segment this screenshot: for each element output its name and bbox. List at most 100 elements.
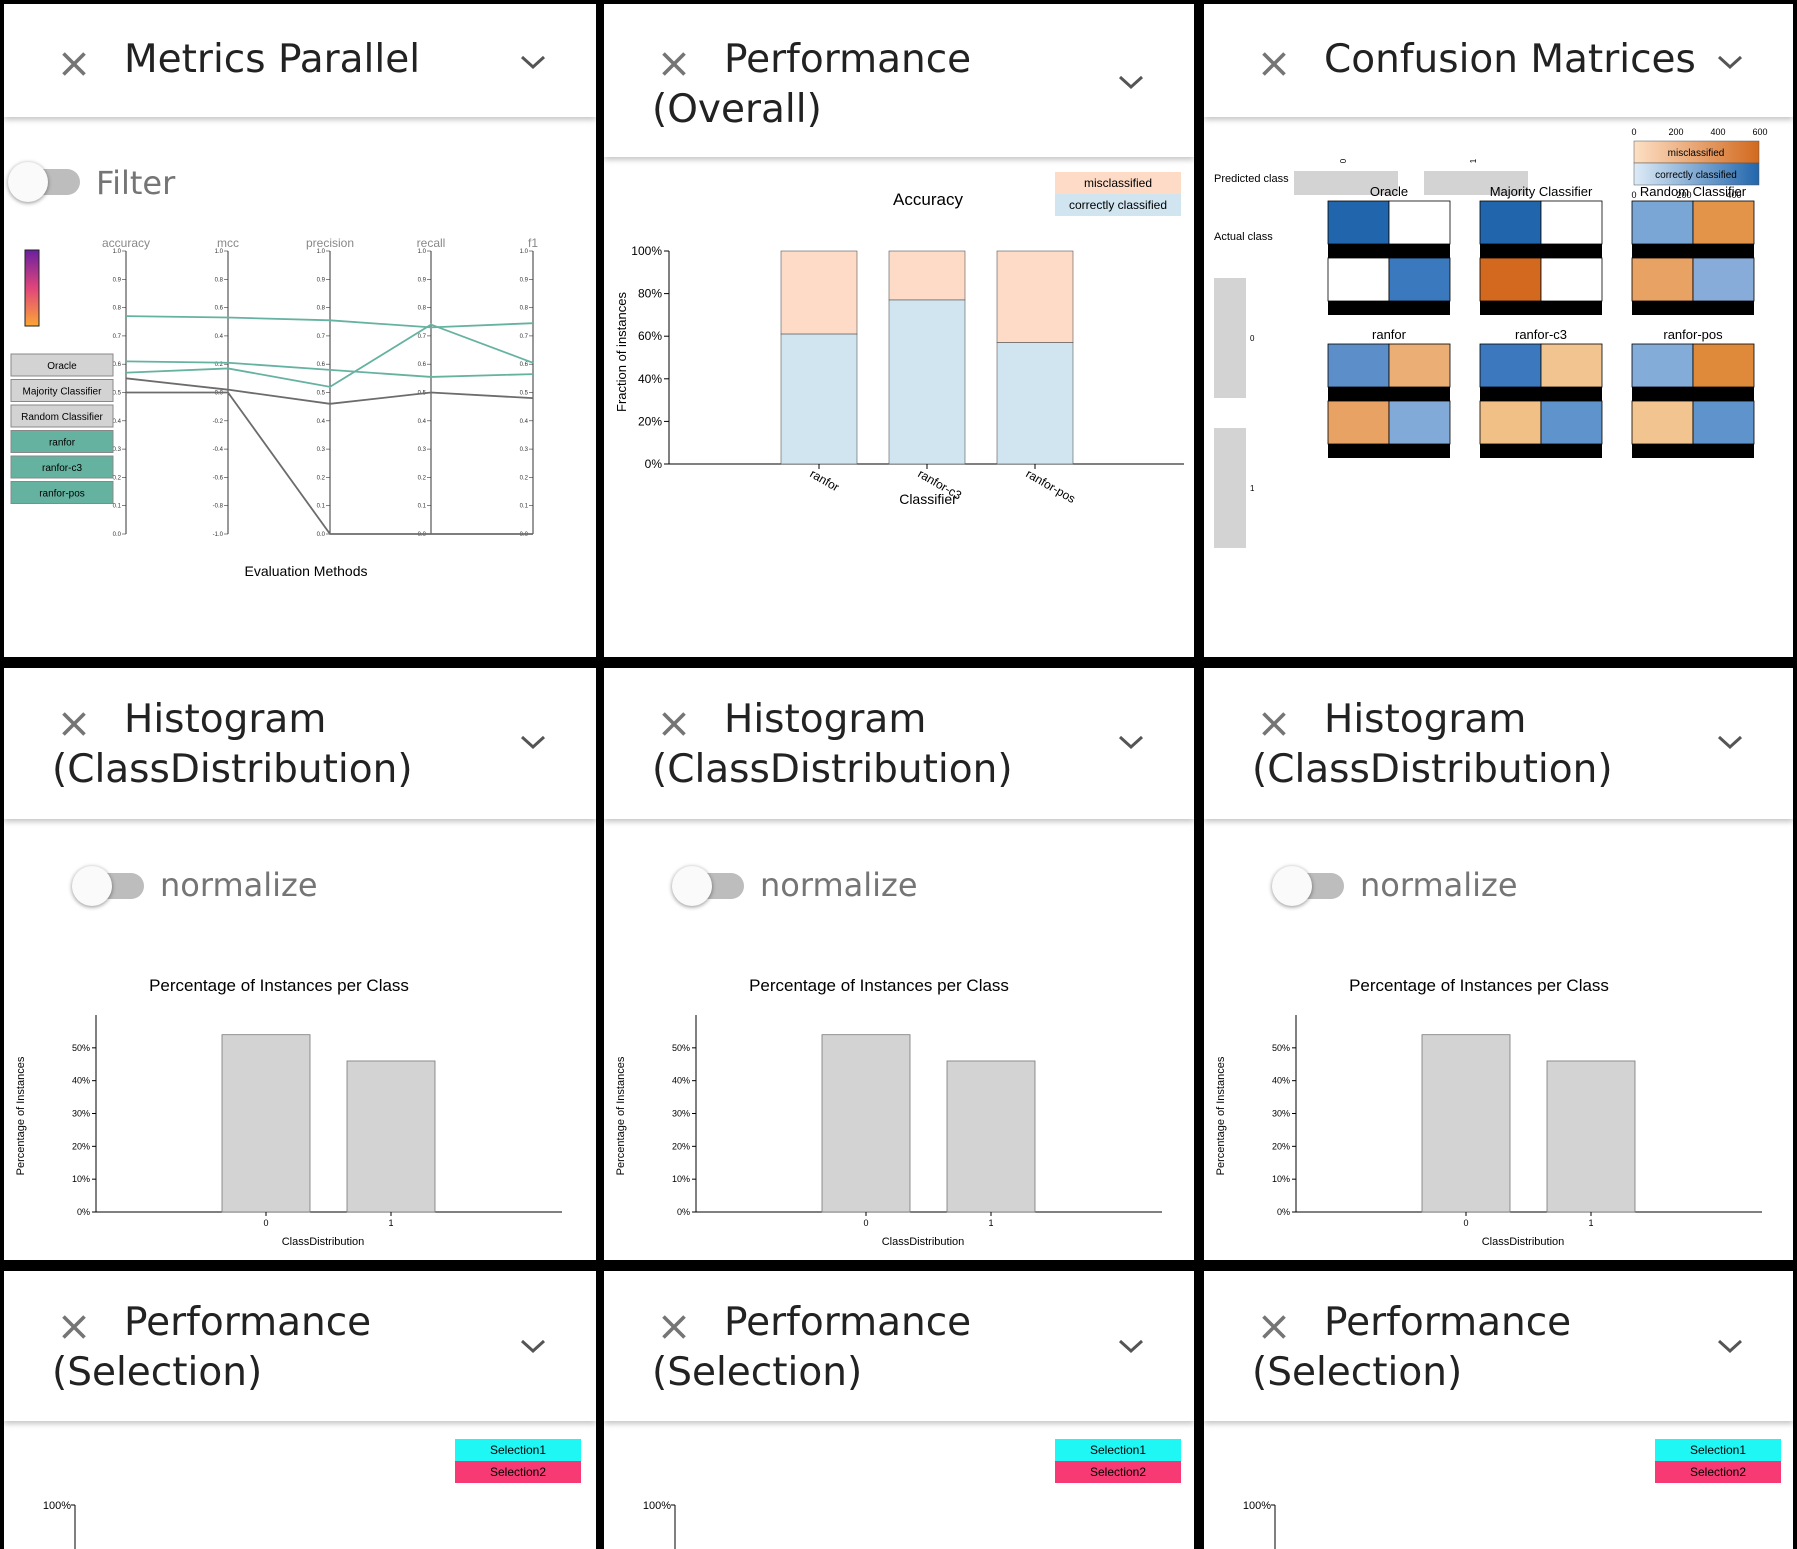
- metrics-parallel-panel: Metrics Parallel Filter accuracy 0.0 0.1 0.…: [4, 4, 596, 657]
- axis-tick: 0.7: [520, 334, 529, 340]
- chevron-down-icon[interactable]: [1715, 53, 1745, 71]
- chevron-down-icon[interactable]: [1116, 733, 1146, 751]
- bar-correct[interactable]: [888, 299, 966, 465]
- legend-correct: correctly classified: [1055, 194, 1181, 216]
- close-icon[interactable]: [56, 46, 92, 82]
- matrix-cell-bar: [1328, 244, 1389, 258]
- close-icon[interactable]: [56, 1309, 92, 1345]
- matrix-cell[interactable]: [1479, 257, 1542, 302]
- axis-tick: 0.2: [418, 475, 427, 481]
- x-tick: 1: [1588, 1218, 1593, 1228]
- panel-header: Histogram (ClassDistribution): [1204, 668, 1793, 819]
- chevron-down-icon[interactable]: [1715, 733, 1745, 751]
- close-icon[interactable]: [1256, 46, 1292, 82]
- bar-misclassified[interactable]: [780, 250, 858, 335]
- histogram-bar[interactable]: [821, 1034, 911, 1213]
- matrix-cell[interactable]: [1388, 200, 1451, 245]
- matrix-cell-bar: [1541, 301, 1602, 315]
- x-tick: 0: [263, 1218, 268, 1228]
- legend-item[interactable]: [10, 481, 114, 504]
- metric-line[interactable]: [125, 315, 534, 329]
- panel-header: Performance (Selection): [4, 1271, 596, 1421]
- confusion-matrix[interactable]: [1631, 343, 1755, 458]
- histogram-panel: Histogram (ClassDistribution) normalize …: [4, 668, 596, 1260]
- bar-correct[interactable]: [780, 333, 858, 465]
- confusion-matrix[interactable]: [1327, 200, 1451, 315]
- actual-class-label: Actual class: [1214, 231, 1273, 243]
- matrix-title: Oracle: [1370, 184, 1408, 199]
- matrix-cell[interactable]: [1631, 200, 1694, 245]
- close-icon[interactable]: [656, 1309, 692, 1345]
- axis-tick: 0.3: [113, 447, 122, 453]
- matrix-cell[interactable]: [1479, 200, 1542, 245]
- matrix-cell[interactable]: [1327, 200, 1390, 245]
- panel-title: Performance (Selection): [652, 1300, 972, 1395]
- matrix-cell[interactable]: [1540, 400, 1603, 445]
- axis-tick: 0.4: [520, 419, 529, 425]
- bar-correct[interactable]: [996, 342, 1074, 465]
- matrix-cell[interactable]: [1479, 343, 1542, 388]
- confusion-matrix[interactable]: [1479, 200, 1603, 315]
- close-icon[interactable]: [656, 46, 692, 82]
- matrix-cell[interactable]: [1631, 257, 1694, 302]
- confusion-matrix[interactable]: [1631, 200, 1755, 315]
- metric-line[interactable]: [125, 377, 534, 405]
- legend-item[interactable]: [10, 455, 114, 479]
- legend-item[interactable]: [10, 430, 114, 453]
- matrix-cell[interactable]: [1692, 343, 1755, 388]
- bar-misclassified[interactable]: [996, 250, 1074, 343]
- legend-item[interactable]: [10, 379, 114, 402]
- confusion-matrix[interactable]: [1327, 343, 1451, 458]
- performance-selection-panel: Performance (Selection) Selection1 Selec…: [604, 1271, 1194, 1549]
- normalize-toggle[interactable]: [72, 866, 150, 906]
- matrix-cell[interactable]: [1327, 257, 1390, 302]
- matrix-cell[interactable]: [1631, 400, 1694, 445]
- metric-line[interactable]: [125, 323, 534, 388]
- matrix-cell[interactable]: [1692, 200, 1755, 245]
- bar-misclassified[interactable]: [888, 250, 966, 301]
- axis-tick: -0.6: [213, 475, 224, 481]
- matrix-cell-bar: [1389, 444, 1450, 458]
- histogram-bar[interactable]: [346, 1060, 436, 1213]
- legend-item[interactable]: [10, 353, 114, 377]
- chevron-down-icon[interactable]: [518, 1337, 548, 1355]
- legend-item[interactable]: [10, 404, 114, 428]
- matrix-cell[interactable]: [1327, 343, 1390, 388]
- axis-tick: 0.9: [317, 277, 326, 283]
- matrix-cell[interactable]: [1479, 400, 1542, 445]
- matrix-cell[interactable]: [1692, 400, 1755, 445]
- predicted-class-label: Predicted class: [1214, 173, 1289, 185]
- histogram-bar[interactable]: [221, 1034, 311, 1213]
- chevron-down-icon[interactable]: [1116, 73, 1146, 91]
- chevron-down-icon[interactable]: [1116, 1337, 1146, 1355]
- panel-title: Performance (Selection): [52, 1300, 372, 1395]
- matrix-cell[interactable]: [1327, 400, 1390, 445]
- histogram-bar[interactable]: [1546, 1060, 1636, 1213]
- close-icon[interactable]: [656, 706, 692, 742]
- axis-tick: 0.7: [317, 334, 326, 340]
- close-icon[interactable]: [56, 706, 92, 742]
- histogram-bar[interactable]: [1421, 1034, 1511, 1213]
- matrix-cell[interactable]: [1540, 257, 1603, 302]
- close-icon[interactable]: [1256, 1309, 1292, 1345]
- confusion-matrix[interactable]: [1479, 343, 1603, 458]
- metric-line[interactable]: [125, 360, 534, 378]
- matrix-cell[interactable]: [1388, 343, 1451, 388]
- normalize-toggle[interactable]: [672, 866, 750, 906]
- chevron-down-icon[interactable]: [518, 733, 548, 751]
- axis-tick: 0.2: [215, 362, 224, 368]
- matrix-cell[interactable]: [1388, 400, 1451, 445]
- metric-line[interactable]: [126, 391, 533, 535]
- chevron-down-icon[interactable]: [1715, 1337, 1745, 1355]
- chevron-down-icon[interactable]: [518, 53, 548, 71]
- matrix-cell[interactable]: [1540, 343, 1603, 388]
- matrix-cell[interactable]: [1692, 257, 1755, 302]
- normalize-toggle[interactable]: [1272, 866, 1350, 906]
- filter-toggle[interactable]: [8, 162, 86, 202]
- matrix-cell[interactable]: [1631, 343, 1694, 388]
- close-icon[interactable]: [1256, 706, 1292, 742]
- histogram-bar[interactable]: [946, 1060, 1036, 1213]
- matrix-cell-bar: [1480, 444, 1541, 458]
- matrix-cell[interactable]: [1540, 200, 1603, 245]
- matrix-cell[interactable]: [1388, 257, 1451, 302]
